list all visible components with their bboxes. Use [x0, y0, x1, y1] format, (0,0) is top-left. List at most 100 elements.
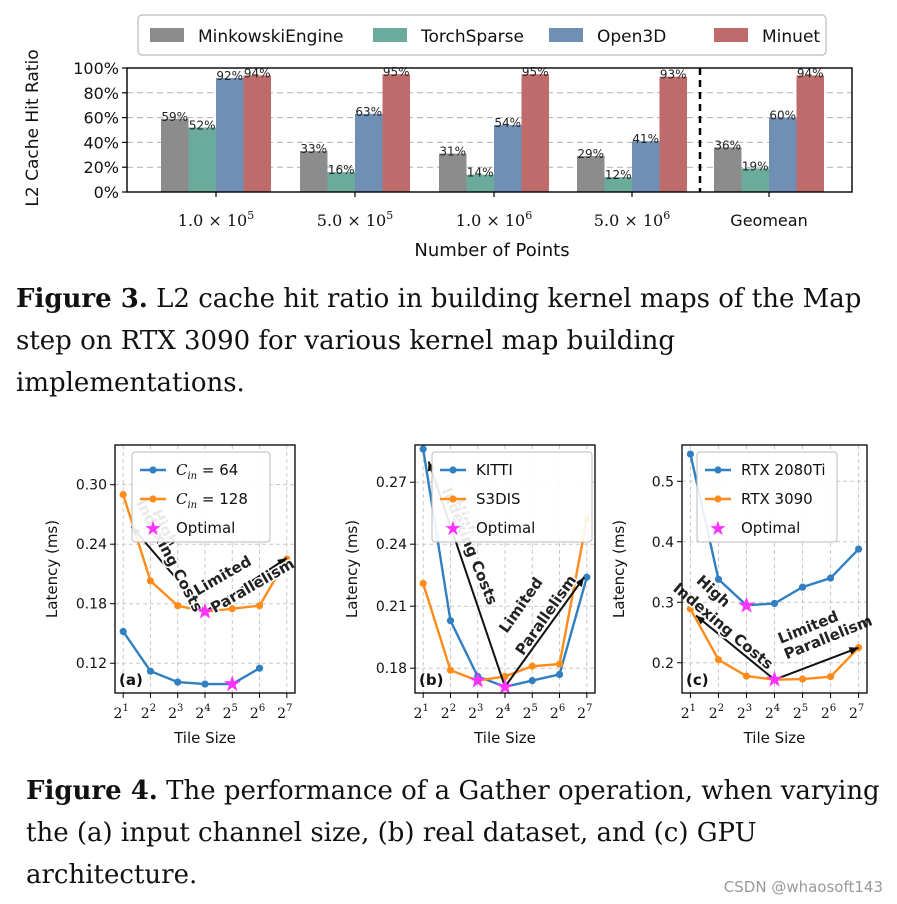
x-tick-label: 27 [849, 703, 864, 722]
bar-value-label: 60% [769, 109, 796, 123]
panel-label: (a) [119, 671, 143, 689]
series-point [446, 617, 455, 625]
x-tick-label: 24 [765, 703, 780, 722]
x-tick-label: 27 [577, 703, 592, 722]
figure3-caption-text: L2 cache hit ratio in building kernel ma… [16, 284, 862, 398]
bar-value-label: 14% [467, 166, 494, 180]
bar-value-label: 92% [216, 69, 243, 83]
figure3-y-tick-label: 20% [83, 158, 119, 177]
annotation-arrow [504, 576, 585, 688]
x-tick-label: 26 [821, 703, 836, 722]
bar-value-label: 95% [522, 65, 549, 79]
x-tick-label: 22 [709, 703, 724, 722]
x-axis-label: Tile Size [473, 729, 536, 747]
figure3-x-tick-label: Geomean [730, 211, 807, 230]
series-point [714, 575, 723, 583]
x-tick-label: 26 [250, 703, 265, 722]
bar-value-label: 12% [605, 168, 632, 182]
figure3-y-tick-label: 80% [83, 84, 119, 103]
figure4-caption-text: The performance of a Gather operation, w… [26, 776, 880, 890]
y-axis-label: Latency (ms) [610, 520, 628, 618]
legend-swatch-open3d [549, 28, 583, 42]
panel-label: (c) [686, 671, 709, 689]
series-point [446, 666, 455, 674]
bar-value-label: 95% [383, 65, 410, 79]
series-point [419, 579, 427, 588]
figure3-y-tick-label: 100% [73, 59, 119, 78]
series-point [770, 599, 779, 608]
bar-minkowskiengine-2 [439, 153, 467, 192]
series-point [686, 450, 695, 458]
x-tick-label: 25 [523, 703, 538, 722]
legend-label-torchsparse: TorchSparse [420, 27, 524, 47]
bar-open3d-1 [355, 113, 383, 192]
bar-minkowskiengine-0 [161, 118, 189, 192]
legend-label: KITTI [476, 461, 513, 479]
y-tick-label: 0.4 [652, 535, 674, 551]
bar-value-label: 33% [300, 142, 327, 156]
figure3-caption-label: Figure 3. [16, 284, 148, 314]
x-axis-label: Tile Size [173, 729, 236, 747]
bar-value-label: 36% [714, 138, 741, 152]
legend-label: Cin = 64 [176, 461, 238, 482]
figure4a-chart: 0.120.180.240.3021222324252627HighIndexi… [43, 444, 299, 747]
legend-marker [149, 495, 157, 503]
x-tick-label: 25 [793, 703, 808, 722]
optimal-star-icon: ★ [195, 600, 215, 625]
legend-label-open3d: Open3D [597, 27, 666, 47]
annotation-arrow [204, 557, 288, 613]
series-point [826, 574, 835, 582]
legend-star-icon: ★ [444, 516, 462, 540]
x-tick-label: 26 [550, 703, 565, 722]
x-tick-label: 21 [114, 703, 129, 722]
figure3-bars [161, 74, 824, 192]
figure4-caption: Figure 4. The performance of a Gather op… [26, 770, 888, 896]
y-axis-label: Latency (ms) [43, 520, 61, 618]
series-point [555, 670, 564, 678]
figure3-caption: Figure 3. L2 cache hit ratio in building… [16, 278, 881, 404]
series-point [228, 605, 236, 613]
series-point [119, 627, 127, 636]
legend-marker [714, 495, 722, 503]
bar-minkowskiengine-3 [577, 156, 605, 192]
annotation-arrow [774, 646, 859, 681]
legend-label: S3DIS [476, 490, 521, 508]
bar-value-label: 19% [742, 159, 769, 173]
legend-label: Cin = 128 [176, 490, 248, 511]
bar-minuet-0 [243, 75, 271, 192]
series-point [119, 491, 127, 499]
figure3-x-axis-label: Number of Points [414, 240, 569, 261]
watermark: CSDN @whaosoft143 [723, 878, 883, 896]
bar-torchsparse-0 [188, 127, 216, 192]
series-point [174, 602, 182, 610]
series-point [174, 678, 182, 686]
series-point [474, 677, 482, 685]
bar-minuet-2 [521, 74, 549, 192]
figure3-x-tick-label: 1.0 × 105 [178, 209, 254, 230]
figure3-y-tick-label: 60% [83, 109, 119, 128]
series-point [528, 677, 536, 685]
figure3-x-tick-label: 5.0 × 105 [317, 209, 393, 230]
legend-swatch-torchsparse [373, 28, 407, 42]
legend-box [431, 451, 593, 543]
y-tick-label: 0.30 [76, 478, 107, 494]
figure3-y-tick-label: 0% [94, 183, 119, 202]
series-point [742, 601, 751, 609]
x-tick-label: 23 [737, 703, 752, 722]
figure3-bar-labels: 59%52%92% 94%33%16%63%95%31%14%54%95%29%1… [161, 65, 823, 182]
legend-label-optimal: Optimal [741, 519, 800, 537]
series-point [854, 644, 863, 652]
figure3-x-ticks: 1.0 × 105 5.0 × 105 1.0 × 106 5.0 × 106 Geom… [178, 192, 808, 230]
optimal-star-icon: ★ [737, 593, 757, 618]
series-point [255, 664, 264, 672]
figure4b-chart: 0.180.210.240.2721222324252627HighIndexi… [343, 444, 596, 747]
y-tick-label: 0.18 [376, 661, 407, 677]
series-point [146, 667, 155, 675]
annotation-arrowhead [696, 615, 706, 625]
bar-minuet-4 [796, 75, 824, 192]
series-point [555, 660, 564, 668]
x-tick-label: 21 [681, 703, 696, 722]
figure3-legend-box [137, 14, 827, 56]
optimal-star-icon: ★ [765, 668, 785, 693]
